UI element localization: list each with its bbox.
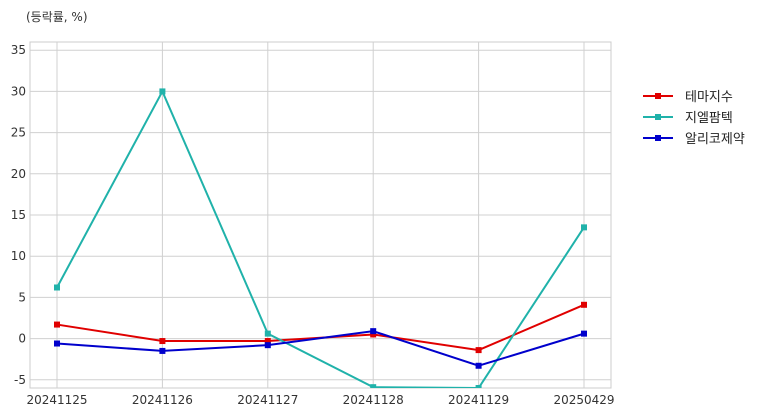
grid: [29, 41, 612, 389]
y-tick-label: 35: [11, 43, 26, 57]
series-지엘팜텍: [54, 88, 587, 388]
x-tick-label: 20241128: [343, 393, 404, 407]
legend-marker: [655, 93, 661, 99]
unit-label: (등락률, %): [26, 10, 88, 24]
y-tick-label: 15: [11, 208, 26, 222]
y-tick-label: 25: [11, 126, 26, 140]
series-line: [56, 303, 585, 352]
data-point: [475, 347, 482, 354]
y-tick-label: 0: [18, 332, 26, 346]
data-point: [159, 338, 166, 345]
data-point: [370, 328, 377, 335]
x-tick-label: 20241129: [448, 393, 509, 407]
y-tick-label: -5: [14, 373, 26, 387]
data-point: [475, 362, 482, 369]
data-point: [264, 342, 271, 349]
legend-item: 테마지수: [643, 90, 733, 105]
legend-item: 지엘팜텍: [643, 111, 733, 126]
legend-label: 알리코제약: [685, 132, 745, 147]
data-point: [581, 224, 587, 231]
series-lines: [54, 88, 587, 388]
y-tick-label: 5: [18, 290, 26, 304]
data-point: [581, 330, 587, 337]
series-line: [56, 89, 585, 388]
x-tick-label: 20241126: [132, 393, 193, 407]
legend-item: 알리코제약: [643, 132, 745, 147]
x-tick-label: 20241125: [26, 393, 87, 407]
data-point: [264, 338, 271, 345]
data-point: [54, 340, 60, 347]
legend-label: 지엘팜텍: [685, 111, 733, 126]
y-tick-label: 20: [11, 167, 26, 181]
data-point: [581, 301, 587, 308]
x-tick-label: 20250429: [553, 393, 614, 407]
axes: -5 0 5 10 15 20 25 30 35 20241125 20241126 20241127…: [11, 43, 615, 407]
data-point: [159, 88, 166, 95]
legend-marker: [655, 114, 661, 120]
data-point: [370, 384, 377, 388]
series-알리코제약: [54, 328, 587, 369]
data-point: [370, 331, 377, 338]
data-point: [54, 284, 60, 291]
data-point: [475, 385, 482, 388]
legend-label: 테마지수: [685, 90, 733, 105]
data-point: [54, 321, 60, 328]
data-point: [264, 330, 271, 337]
y-tick-label: 10: [11, 249, 26, 263]
legend-marker: [655, 135, 661, 141]
y-tick-label: 30: [11, 84, 26, 98]
series-line: [56, 330, 585, 367]
data-point: [159, 347, 166, 354]
x-tick-label: 20241127: [237, 393, 298, 407]
